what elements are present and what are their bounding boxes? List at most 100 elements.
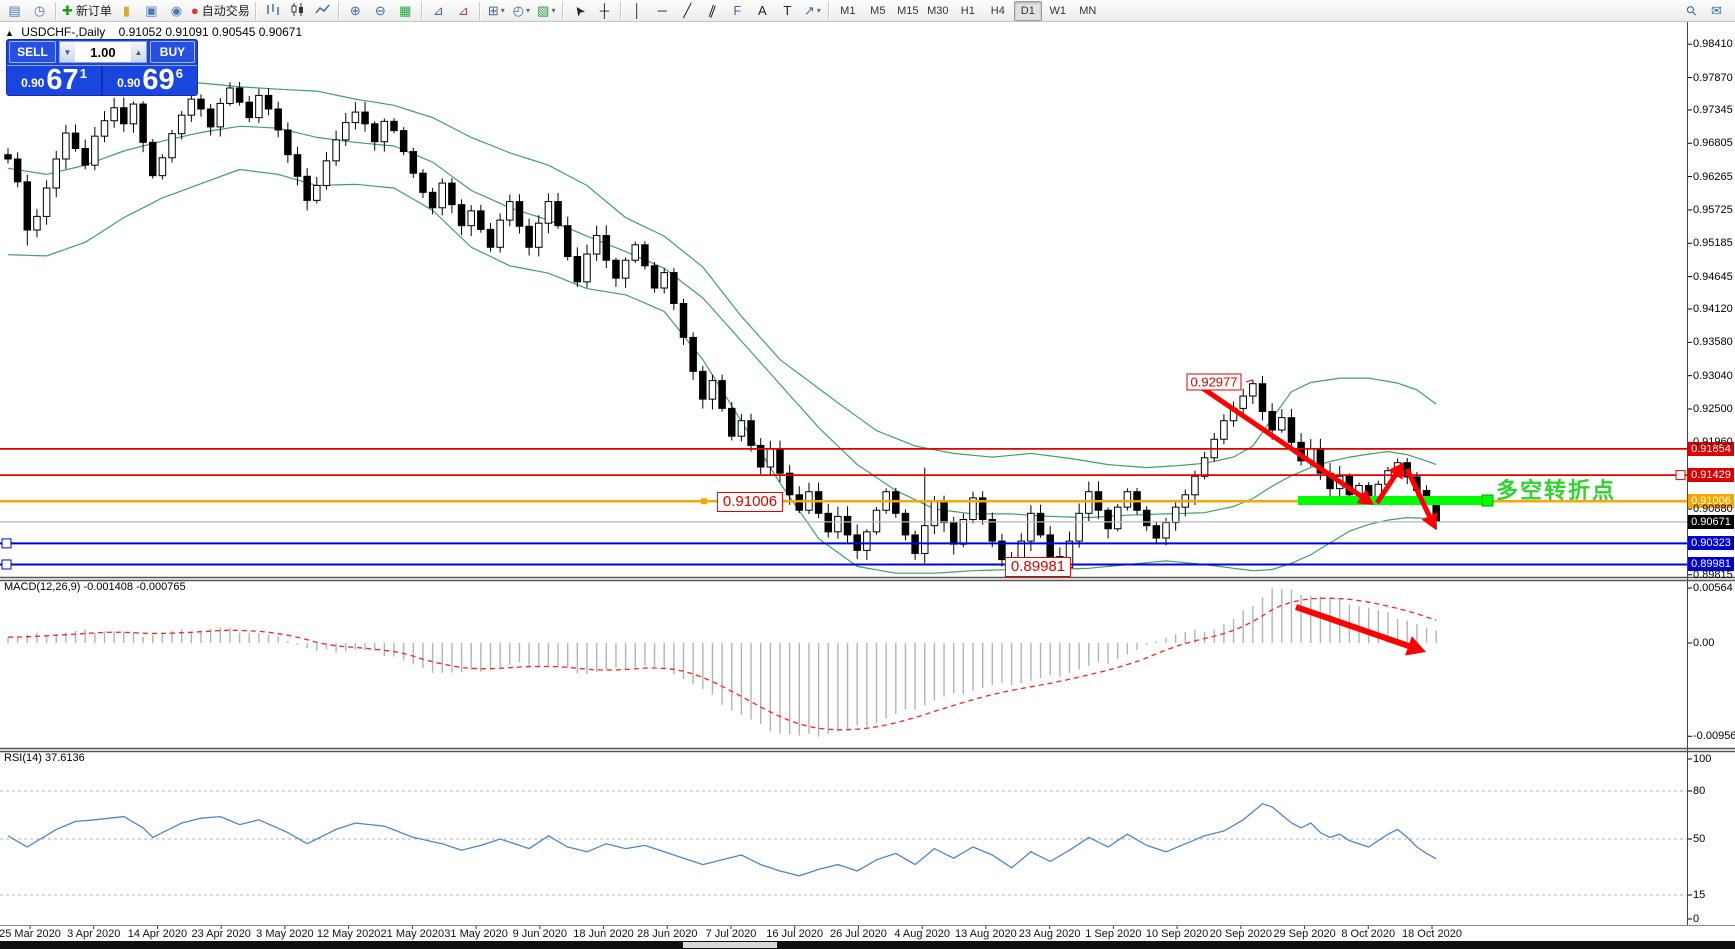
shapes-dropdown-icon[interactable]: ▾ xyxy=(816,6,821,15)
chart-template-dropdown-icon[interactable]: ▾ xyxy=(551,6,556,15)
bar-chart-button[interactable] xyxy=(260,1,285,21)
terminal-button[interactable]: ▣ xyxy=(139,1,164,21)
rsi-indicator-label: RSI(14) 37.6136 xyxy=(4,752,85,764)
text-button[interactable]: A xyxy=(750,1,775,21)
sell-price-prefix: 0.90 xyxy=(21,76,45,90)
profiles-dropdown-icon[interactable]: ▾ xyxy=(525,6,530,15)
macd-panel xyxy=(7,588,1437,737)
scrollbar-thumb[interactable] xyxy=(683,942,777,948)
timeframe-m15[interactable]: M15 xyxy=(897,4,919,17)
axes: 25 Mar 2020 3 Apr 2020 14 Apr 2020 23 Apr 2… xyxy=(0,22,1735,940)
zoom-out-icon: ⊖ xyxy=(374,2,386,18)
timeframe-m5[interactable]: M5 xyxy=(870,4,886,17)
volume-increase-button[interactable]: ▲ xyxy=(130,42,146,62)
hline-handle[interactable] xyxy=(701,498,707,505)
macd-signal-line xyxy=(7,597,1437,731)
date-label: 29 Sep 2020 xyxy=(1273,928,1335,940)
date-label: 26 Jul 2020 xyxy=(830,928,887,940)
autotrade-button[interactable]: ● 自动交易 xyxy=(189,1,252,21)
date-label: 8 Oct 2020 xyxy=(1341,928,1395,940)
terminal-icon: ▣ xyxy=(145,2,158,18)
fibonacci-button[interactable]: F xyxy=(725,1,750,21)
buy-price[interactable]: 0.90 69 6 xyxy=(103,66,197,95)
timeframe-w1[interactable]: W1 xyxy=(1049,4,1067,17)
trendline-handle[interactable] xyxy=(1481,494,1494,507)
volume-decrease-button[interactable]: ▼ xyxy=(59,42,75,62)
equidistant-channel-icon: ∥ xyxy=(706,1,719,19)
shapes-button[interactable]: ↗ ▾ xyxy=(800,1,825,21)
new-chart-dropdown-icon[interactable]: ▾ xyxy=(500,6,505,15)
trend-line-icon: ╱ xyxy=(683,2,692,18)
date-label: 12 May 2020 xyxy=(317,928,381,940)
chart-shift-icon: ⊿ xyxy=(457,2,469,18)
date-label: 4 Aug 2020 xyxy=(894,928,950,940)
chart-template-button[interactable]: ▧ ▾ xyxy=(534,1,559,21)
collapse-icon[interactable]: ▲ xyxy=(5,28,14,38)
date-label: 16 Jul 2020 xyxy=(766,928,823,940)
search-button[interactable]: ⚲ xyxy=(1679,1,1704,21)
hline-handle[interactable] xyxy=(1,559,12,570)
tile-windows-button[interactable]: ▦ xyxy=(393,1,418,21)
timeframe-m1[interactable]: M1 xyxy=(840,4,856,17)
crosshair-button[interactable]: ┼ xyxy=(592,1,617,21)
buy-button[interactable]: BUY xyxy=(149,41,195,63)
timeframe-d1[interactable]: D1 xyxy=(1013,0,1042,21)
zoom-in-button[interactable]: ⊕ xyxy=(343,1,368,21)
chart-shift-button[interactable]: ⊿ xyxy=(451,1,476,21)
signals-button[interactable]: ◉ xyxy=(164,1,189,21)
bollinger-bands xyxy=(7,56,1437,574)
date-label: 3 Apr 2020 xyxy=(67,928,120,940)
bollinger-lower-band xyxy=(7,168,1437,574)
date-label: 1 Sep 2020 xyxy=(1085,928,1141,940)
horizontal-line-button[interactable]: ─ xyxy=(650,1,675,21)
horizontal-scrollbar[interactable] xyxy=(0,941,1735,949)
bollinger-middle-band xyxy=(7,125,1437,519)
timeframe-h1[interactable]: H1 xyxy=(960,4,975,17)
trend-line-button[interactable]: ╱ xyxy=(675,1,700,21)
line-chart-button[interactable] xyxy=(310,1,335,21)
text-label-button[interactable]: T xyxy=(775,1,800,21)
timeframe-mn[interactable]: MN xyxy=(1079,4,1097,17)
candle-chart-button[interactable] xyxy=(285,1,310,21)
bollinger-upper-band xyxy=(7,56,1437,469)
drawing-objects[interactable] xyxy=(1193,379,1494,530)
line-chart-icon xyxy=(315,2,330,20)
chat-button[interactable]: ✉ xyxy=(1704,1,1729,21)
chart-symbol-period: USDCHF-,Daily xyxy=(21,25,106,39)
zoom-out-button[interactable]: ⊖ xyxy=(368,1,393,21)
support-trendline[interactable] xyxy=(1298,496,1482,505)
date-label: 25 Mar 2020 xyxy=(0,928,61,940)
annotation-text[interactable]: 多空转折点 xyxy=(1496,478,1617,503)
toolbar-separator xyxy=(254,1,257,20)
timeframe-m30[interactable]: M30 xyxy=(927,4,949,17)
cursor-icon: ➤ xyxy=(569,2,589,20)
new-order-button[interactable]: ✚ 新订单 xyxy=(60,1,114,21)
new-chart-button[interactable]: ⊞ ▾ xyxy=(484,1,509,21)
new-order-label: 新订单 xyxy=(75,4,112,18)
candlesticks xyxy=(4,81,1440,578)
timeframe-h4[interactable]: H4 xyxy=(990,4,1005,17)
volume-input[interactable] xyxy=(74,42,131,62)
date-label: 7 Jul 2020 xyxy=(706,928,757,940)
rsi-line xyxy=(7,803,1437,877)
tick-chart-button[interactable]: ◷ xyxy=(27,1,52,21)
profiles-icon: ◴ xyxy=(512,2,524,18)
cursor-button[interactable]: ➤ xyxy=(567,1,592,21)
date-label: 10 Sep 2020 xyxy=(1146,928,1208,940)
bar-chart-icon xyxy=(265,2,280,20)
equidistant-channel-button[interactable]: ∥ xyxy=(700,1,725,21)
toolbar: ▤ ◷ ✚ 新订单 ▮ ▣ ◉ ● 自动交易 ⊕ ⊖ ▦ ⊿ ⊿ ⊞ ▾ ◴ ▾ ▧ ▾ ➤ ┼ │ ─ ╱ ∥ F A T ↗ ▾ M1 M5… xyxy=(0,0,1735,22)
date-label: 18 Oct 2020 xyxy=(1402,928,1462,940)
sell-price-big: 67 xyxy=(46,64,79,96)
market-depth-button[interactable]: ▮ xyxy=(114,1,139,21)
vertical-line-button[interactable]: │ xyxy=(625,1,650,21)
hline-handle[interactable] xyxy=(1675,470,1686,481)
sell-button[interactable]: SELL xyxy=(9,41,56,63)
buy-price-big: 69 xyxy=(142,64,175,96)
hline-handle[interactable] xyxy=(1,538,12,549)
profiles-button[interactable]: ◴ ▾ xyxy=(509,1,534,21)
auto-scroll-button[interactable]: ⊿ xyxy=(426,1,451,21)
charts-window-button[interactable]: ▤ xyxy=(2,1,27,21)
sell-price[interactable]: 0.90 67 1 xyxy=(7,66,103,95)
